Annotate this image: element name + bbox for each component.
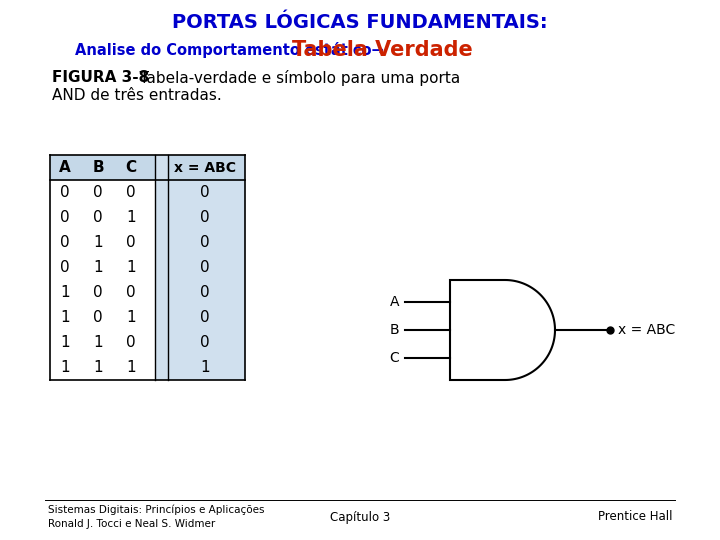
Text: Sistemas Digitais: Princípios e Aplicações: Sistemas Digitais: Princípios e Aplicaçõ… [48, 505, 264, 515]
Text: 0: 0 [126, 335, 136, 350]
Text: 0: 0 [60, 185, 70, 200]
Text: 1: 1 [93, 335, 103, 350]
Text: 1: 1 [93, 260, 103, 275]
Text: Tabela-verdade e símbolo para uma porta: Tabela-verdade e símbolo para uma porta [125, 70, 460, 86]
Text: 0: 0 [200, 260, 210, 275]
Text: A: A [59, 160, 71, 175]
Text: 0: 0 [60, 210, 70, 225]
Text: 1: 1 [93, 360, 103, 375]
Text: 0: 0 [126, 285, 136, 300]
Text: Capítulo 3: Capítulo 3 [330, 510, 390, 523]
Text: 1: 1 [60, 285, 70, 300]
Text: Analise do Comportamento estático→: Analise do Comportamento estático→ [75, 42, 389, 58]
Bar [155, 355, 245, 380]
Bar [155, 230, 245, 255]
Text: x = ABC: x = ABC [174, 160, 236, 174]
Text: B: B [92, 160, 104, 175]
Text: Ronald J. Tocci e Neal S. Widmer: Ronald J. Tocci e Neal S. Widmer [48, 519, 215, 529]
Text: C: C [125, 160, 137, 175]
Text: 0: 0 [200, 185, 210, 200]
Polygon shape [450, 280, 555, 380]
Text: 0: 0 [200, 210, 210, 225]
Text: 1: 1 [126, 310, 136, 325]
Text: 1: 1 [126, 260, 136, 275]
Text: Tabela Verdade: Tabela Verdade [292, 40, 473, 60]
Text: 1: 1 [60, 335, 70, 350]
Text: FIGURA 3-8: FIGURA 3-8 [52, 71, 149, 85]
Text: Prentice Hall: Prentice Hall [598, 510, 672, 523]
Text: 1: 1 [93, 235, 103, 250]
Bar [155, 155, 168, 180]
Text: 0: 0 [126, 235, 136, 250]
Text: 0: 0 [200, 285, 210, 300]
Text: 0: 0 [200, 235, 210, 250]
Bar [155, 255, 245, 280]
Text: B: B [390, 323, 399, 337]
Text: 1: 1 [200, 360, 210, 375]
Bar [155, 205, 245, 230]
Text: 0: 0 [93, 210, 103, 225]
Text: AND de três entradas.: AND de três entradas. [52, 89, 222, 104]
Text: 0: 0 [60, 260, 70, 275]
Text: 0: 0 [200, 335, 210, 350]
Text: 0: 0 [93, 310, 103, 325]
Text: 1: 1 [126, 210, 136, 225]
Bar [155, 180, 245, 205]
Bar [155, 330, 245, 355]
Text: C: C [390, 351, 399, 365]
Bar [155, 305, 245, 330]
Text: PORTAS LÓGICAS FUNDAMENTAIS:: PORTAS LÓGICAS FUNDAMENTAIS: [172, 12, 548, 31]
Text: A: A [390, 295, 399, 309]
Bar [50, 155, 245, 180]
Text: 0: 0 [200, 310, 210, 325]
Text: 1: 1 [126, 360, 136, 375]
Text: 1: 1 [60, 360, 70, 375]
Text: 0: 0 [126, 185, 136, 200]
Text: x = ABC: x = ABC [618, 323, 675, 337]
Text: 0: 0 [93, 185, 103, 200]
Bar [155, 280, 245, 305]
Text: 0: 0 [93, 285, 103, 300]
Text: 1: 1 [60, 310, 70, 325]
Text: 0: 0 [60, 235, 70, 250]
